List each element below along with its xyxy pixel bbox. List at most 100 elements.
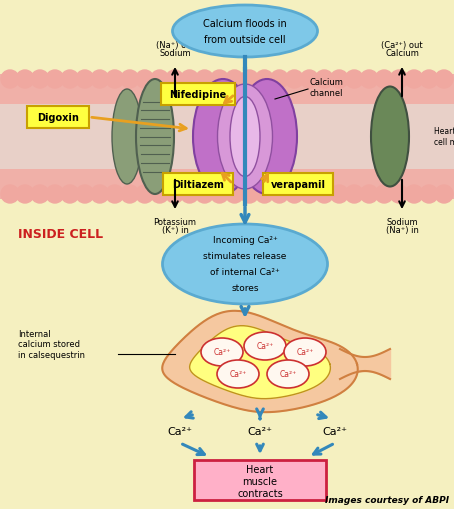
Circle shape [196, 186, 213, 204]
Circle shape [76, 71, 94, 89]
Ellipse shape [284, 338, 326, 366]
Circle shape [106, 71, 124, 89]
Circle shape [226, 71, 243, 89]
Text: INSIDE CELL: INSIDE CELL [18, 228, 103, 241]
Circle shape [271, 71, 288, 89]
FancyBboxPatch shape [27, 107, 89, 129]
Circle shape [315, 186, 333, 204]
Bar [0, 75, 454, 200]
Circle shape [166, 186, 183, 204]
Text: Heart muscle
cell membrane: Heart muscle cell membrane [434, 127, 454, 147]
Circle shape [226, 186, 243, 204]
Circle shape [1, 71, 19, 89]
Text: Sodium: Sodium [386, 217, 418, 227]
Circle shape [1, 186, 19, 204]
Ellipse shape [230, 97, 260, 177]
Circle shape [330, 71, 348, 89]
Circle shape [136, 186, 154, 204]
Text: Calcium floods in: Calcium floods in [203, 19, 287, 29]
Circle shape [151, 71, 168, 89]
Circle shape [420, 71, 438, 89]
Bar [0, 105, 454, 169]
Text: Images courtesy of ABPI: Images courtesy of ABPI [325, 495, 449, 504]
Text: verapamil: verapamil [271, 180, 326, 190]
Circle shape [136, 71, 154, 89]
Circle shape [405, 71, 423, 89]
Circle shape [181, 71, 198, 89]
Circle shape [31, 186, 49, 204]
Circle shape [420, 186, 438, 204]
Circle shape [121, 186, 139, 204]
Ellipse shape [201, 338, 243, 366]
Circle shape [91, 71, 109, 89]
Text: (Na⁺) out: (Na⁺) out [156, 41, 194, 50]
FancyBboxPatch shape [263, 174, 333, 195]
Circle shape [300, 71, 318, 89]
Circle shape [390, 71, 408, 89]
Text: Sodium: Sodium [159, 49, 191, 58]
Polygon shape [190, 326, 331, 399]
Circle shape [181, 186, 198, 204]
Circle shape [241, 71, 258, 89]
Circle shape [330, 186, 348, 204]
Text: Potassium: Potassium [153, 217, 197, 227]
Ellipse shape [217, 85, 272, 190]
Circle shape [241, 186, 258, 204]
FancyBboxPatch shape [163, 174, 233, 195]
Circle shape [271, 186, 288, 204]
Text: Ca²⁺: Ca²⁺ [247, 426, 272, 436]
Circle shape [375, 186, 393, 204]
Ellipse shape [244, 332, 286, 360]
Circle shape [375, 71, 393, 89]
Text: muscle: muscle [242, 476, 277, 486]
Circle shape [315, 71, 333, 89]
Circle shape [390, 186, 408, 204]
Circle shape [256, 71, 273, 89]
Ellipse shape [237, 80, 297, 194]
Circle shape [46, 71, 64, 89]
FancyBboxPatch shape [161, 84, 235, 106]
Circle shape [76, 186, 94, 204]
Circle shape [360, 186, 378, 204]
Circle shape [16, 71, 34, 89]
Text: from outside cell: from outside cell [204, 35, 286, 45]
Circle shape [435, 71, 453, 89]
Ellipse shape [193, 80, 253, 194]
Text: Ca²⁺: Ca²⁺ [322, 426, 347, 436]
Text: Internal
calcium stored
in calsequestrin: Internal calcium stored in calsequestrin [18, 329, 85, 359]
Ellipse shape [267, 360, 309, 388]
Text: Ca²⁺: Ca²⁺ [296, 348, 314, 357]
Text: Ca²⁺: Ca²⁺ [279, 370, 296, 379]
Ellipse shape [371, 88, 409, 187]
Circle shape [345, 71, 363, 89]
Text: (Na⁺) in: (Na⁺) in [385, 225, 419, 235]
Circle shape [121, 71, 139, 89]
Text: Incoming Ca²⁺: Incoming Ca²⁺ [212, 236, 277, 245]
Text: stimulates release: stimulates release [203, 252, 286, 261]
Ellipse shape [112, 90, 142, 185]
Circle shape [360, 71, 378, 89]
Circle shape [211, 186, 228, 204]
Text: Ca²⁺: Ca²⁺ [168, 426, 192, 436]
Text: of internal Ca²⁺: of internal Ca²⁺ [210, 268, 280, 277]
Text: Ca²⁺: Ca²⁺ [213, 348, 231, 357]
Circle shape [61, 186, 79, 204]
Circle shape [300, 186, 318, 204]
Text: stores: stores [231, 284, 259, 293]
Circle shape [211, 71, 228, 89]
Ellipse shape [163, 224, 327, 304]
Text: Ca²⁺: Ca²⁺ [257, 342, 274, 351]
Text: Calcium
channel: Calcium channel [310, 78, 344, 98]
Polygon shape [162, 311, 358, 412]
Text: Diltiazem: Diltiazem [172, 180, 224, 190]
Circle shape [91, 186, 109, 204]
Circle shape [435, 186, 453, 204]
Text: Heart: Heart [247, 464, 274, 474]
Circle shape [196, 71, 213, 89]
Circle shape [405, 186, 423, 204]
Circle shape [256, 186, 273, 204]
FancyBboxPatch shape [194, 460, 326, 500]
Text: (K⁺) in: (K⁺) in [162, 225, 188, 235]
Text: Nifedipine: Nifedipine [169, 90, 227, 100]
Ellipse shape [136, 80, 174, 194]
